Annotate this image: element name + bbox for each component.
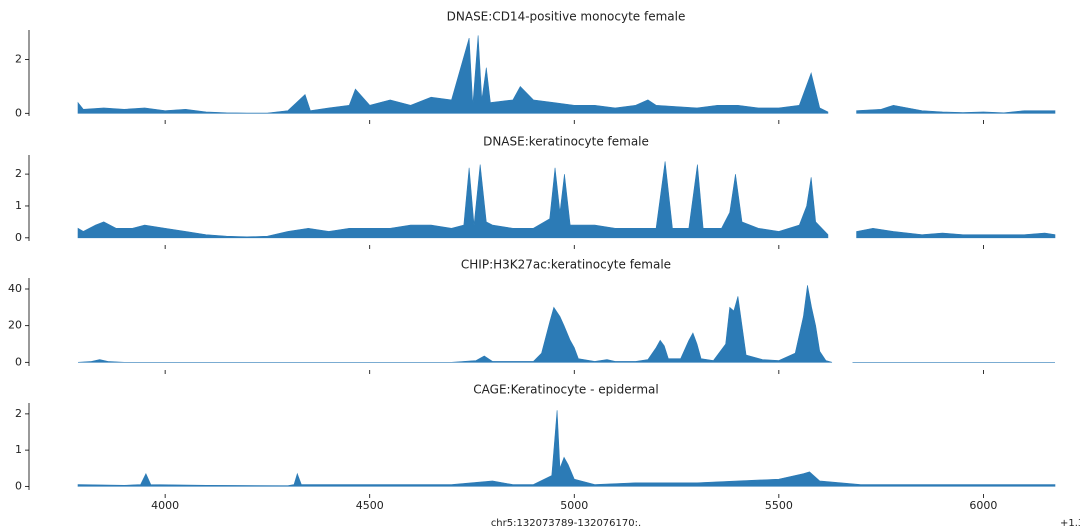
y-tick-label: 1 <box>15 199 22 212</box>
y-tick-label: 1 <box>15 443 22 456</box>
x-tick-label: 5500 <box>765 499 793 512</box>
y-tick-label: 0 <box>15 479 22 492</box>
y-tick-label: 2 <box>15 53 22 66</box>
subplot-title: CHIP:H3K27ac:keratinocyte female <box>461 258 671 272</box>
subplot-title: DNASE:keratinocyte female <box>483 135 649 149</box>
subplot-title: CAGE:Keratinocyte - epidermal <box>473 383 658 397</box>
x-tick-label: 5000 <box>560 499 588 512</box>
x-axis-label: chr5:132073789-132076170:. <box>491 518 641 529</box>
y-tick-label: 2 <box>15 167 22 180</box>
area <box>77 35 1056 114</box>
y-tick-label: 0 <box>15 231 22 244</box>
y-tick-label: 20 <box>8 319 22 332</box>
area <box>77 410 1056 487</box>
y-tick-label: 0 <box>15 106 22 119</box>
y-tick-label: 40 <box>8 282 22 295</box>
y-tick-label: 2 <box>15 407 22 420</box>
x-tick-label: 4500 <box>356 499 384 512</box>
x-tick-label: 6000 <box>969 499 997 512</box>
x-offset-label: +1.32e8 <box>1060 518 1080 529</box>
area <box>77 285 1055 363</box>
area <box>77 161 1056 239</box>
subplot-title: DNASE:CD14-positive monocyte female <box>447 10 686 24</box>
x-tick-label: 4000 <box>151 499 179 512</box>
y-tick-label: 0 <box>15 355 22 368</box>
